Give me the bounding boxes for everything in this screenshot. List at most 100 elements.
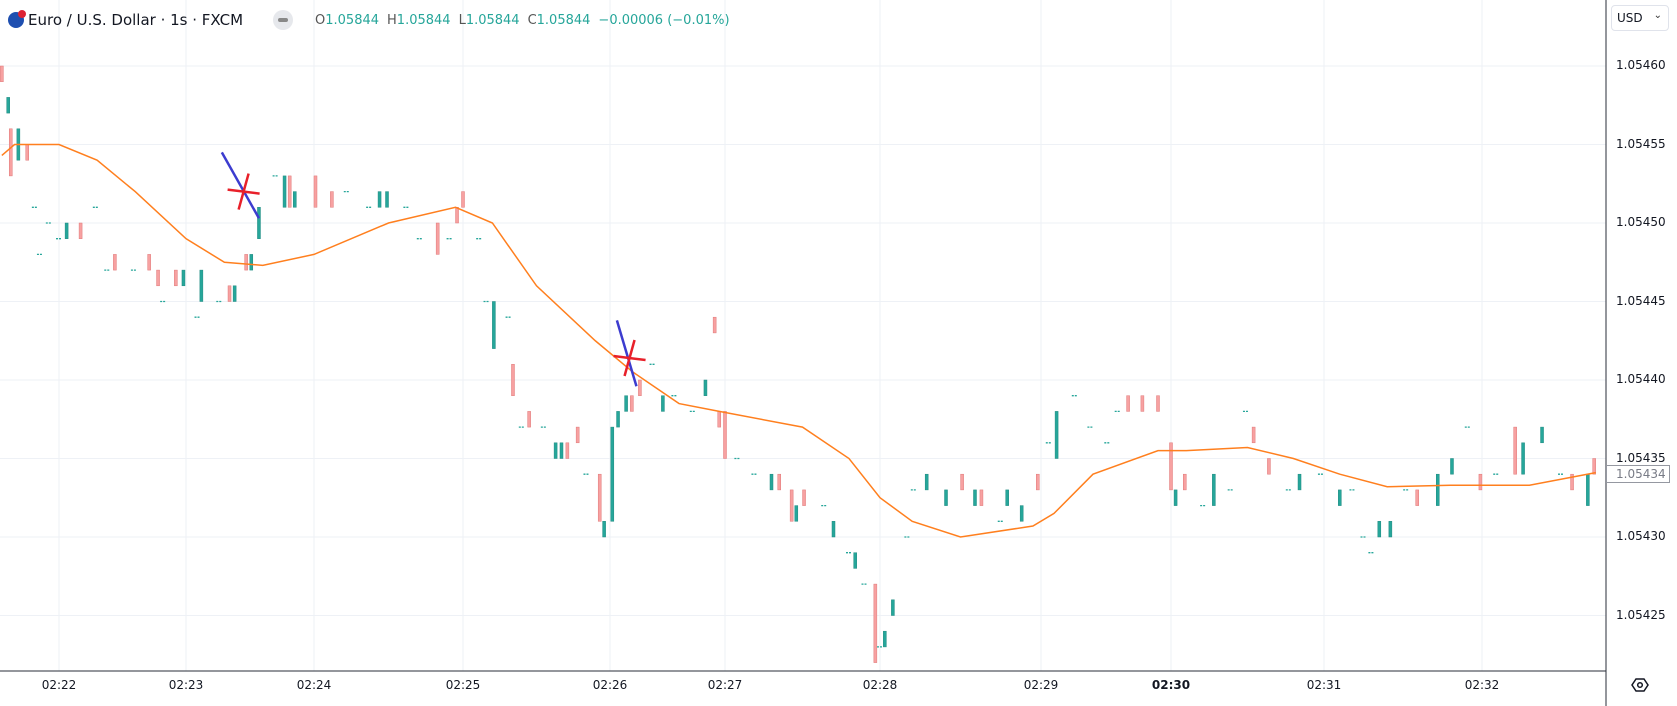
down-candle <box>630 395 634 412</box>
down-candle <box>78 222 83 239</box>
down-candle <box>789 489 794 522</box>
up-candle <box>1450 458 1454 475</box>
down-candle <box>0 65 4 82</box>
up-candle <box>492 301 496 349</box>
time-tick-label: 02:24 <box>296 678 332 692</box>
up-candle <box>249 254 254 271</box>
open-value: 1.05844 <box>325 12 380 28</box>
low-value: 1.05844 <box>465 12 520 28</box>
up-candle <box>181 269 186 287</box>
symbol-title[interactable]: Euro / U.S. Dollar · 1s · FXCM <box>28 11 244 29</box>
up-candle <box>377 191 382 208</box>
up-candle <box>1212 473 1216 506</box>
time-tick-label: 02:27 <box>707 678 743 692</box>
down-candle <box>1415 489 1419 506</box>
up-candle <box>232 285 237 302</box>
up-candle <box>891 599 895 616</box>
grid-lines <box>0 0 1606 671</box>
down-candle <box>461 191 465 208</box>
chevron-down-icon: ⌄ <box>1653 10 1662 21</box>
down-candle <box>712 316 717 334</box>
candles <box>0 65 1596 663</box>
down-candle <box>802 489 806 506</box>
down-candle <box>777 473 781 491</box>
up-candle <box>924 473 929 491</box>
close-value: 1.05844 <box>536 12 591 28</box>
up-candle <box>385 191 389 208</box>
down-candle <box>960 473 964 491</box>
time-tick-label: 02:30 <box>1151 678 1191 692</box>
price-tick-label: 1.05450 <box>1616 215 1666 229</box>
down-candle <box>1478 473 1483 491</box>
change-value: −0.00006 (−0.01%) <box>598 12 730 28</box>
time-tick-label: 02:25 <box>445 678 481 692</box>
ohlc-values: O1.05844 H1.05844 L1.05844 C1.05844 −0.0… <box>315 13 730 28</box>
down-candle <box>527 411 531 428</box>
down-candle <box>597 473 602 522</box>
up-candle <box>1005 489 1009 506</box>
up-candle <box>1521 442 1525 475</box>
up-candle <box>1436 473 1440 506</box>
drawing-markers[interactable] <box>220 151 646 387</box>
close-label: C <box>527 12 537 28</box>
down-candle <box>1267 458 1271 475</box>
hide-legend-button[interactable] <box>273 10 294 30</box>
down-candle <box>638 379 642 396</box>
red-cross-marker[interactable] <box>623 339 636 377</box>
high-value: 1.05844 <box>396 12 451 28</box>
time-tick-label: 02:29 <box>1023 678 1059 692</box>
down-candle <box>1169 442 1173 491</box>
up-candle <box>1297 473 1302 491</box>
time-tick-label: 02:32 <box>1464 678 1500 692</box>
currency-label: USD <box>1617 11 1643 25</box>
down-candle <box>1592 458 1596 475</box>
settings-icon[interactable] <box>1631 676 1649 694</box>
price-tick-label: 1.05455 <box>1616 136 1666 151</box>
down-candle <box>575 426 580 444</box>
red-cross-marker[interactable] <box>237 173 250 210</box>
down-candle <box>1126 395 1130 412</box>
price-tick-label: 1.05440 <box>1616 372 1666 386</box>
up-candle <box>1173 489 1178 506</box>
symbol-legend: Euro / U.S. Dollar · 1s · FXCM O1.05844 … <box>8 9 730 31</box>
down-candle <box>1156 395 1160 412</box>
time-tick-label: 02:26 <box>592 678 628 692</box>
up-candle <box>769 473 774 491</box>
currency-select[interactable]: USD ⌄ <box>1611 5 1669 31</box>
down-candle <box>330 191 334 208</box>
up-candle <box>853 552 857 569</box>
down-candle <box>313 175 318 208</box>
time-tick-label: 02:31 <box>1306 678 1342 692</box>
down-candle <box>1251 426 1256 444</box>
down-candle <box>1183 473 1187 491</box>
down-candle <box>455 207 459 224</box>
up-candle <box>944 489 948 506</box>
up-candle <box>610 426 615 522</box>
up-candle <box>703 379 708 396</box>
down-candle <box>1570 473 1574 491</box>
down-candle <box>1036 473 1040 491</box>
down-candle <box>1513 426 1517 475</box>
down-candle <box>287 175 292 208</box>
price-tick-label: 1.05460 <box>1616 58 1666 72</box>
up-candle <box>1338 489 1342 506</box>
up-candle <box>1388 521 1393 538</box>
price-tick-label: 1.05430 <box>1616 529 1666 543</box>
up-candle <box>1377 521 1382 538</box>
up-candle <box>1019 505 1024 522</box>
blue-trend-line[interactable] <box>615 319 638 387</box>
up-candle <box>973 489 977 506</box>
blue-trend-line[interactable] <box>220 151 261 219</box>
down-candle <box>435 222 440 255</box>
time-tick-label: 02:23 <box>168 678 204 692</box>
up-candle <box>64 222 69 239</box>
up-candle <box>602 521 606 538</box>
up-candle <box>883 630 887 648</box>
up-candle <box>794 505 799 522</box>
up-candle <box>293 191 297 208</box>
down-candle <box>113 254 117 271</box>
up-candle <box>553 442 558 459</box>
down-candle <box>25 144 29 161</box>
up-candle <box>624 395 628 412</box>
